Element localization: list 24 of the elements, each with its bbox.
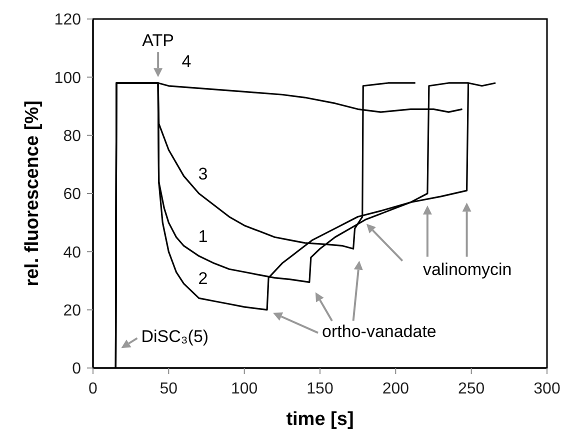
y-tick-label: 40 <box>63 244 82 262</box>
x-axis-title: time [s] <box>286 409 354 430</box>
series-label: 2 <box>198 269 208 288</box>
series-label: 4 <box>182 52 192 71</box>
series-label: 3 <box>198 164 208 184</box>
x-tick-label: 200 <box>382 380 410 398</box>
y-axis-title: rel. fluorescence [%] <box>22 100 43 286</box>
x-tick-label: 150 <box>306 380 334 398</box>
x-tick-label: 250 <box>458 380 485 398</box>
y-tick-label: 20 <box>63 302 82 320</box>
x-tick-label: 0 <box>88 380 98 398</box>
x-tick-label: 300 <box>534 380 560 398</box>
x-tick-label: 100 <box>230 380 258 398</box>
y-tick-label: 100 <box>54 70 82 87</box>
y-tick-label: 60 <box>63 186 82 204</box>
annotation: ortho-vanadate <box>322 322 436 341</box>
series-label: 1 <box>198 227 208 246</box>
annotation: valinomycin <box>422 260 512 279</box>
annotation: ATP <box>142 31 174 50</box>
x-tick-label: 50 <box>160 380 178 398</box>
annotation: DiSC₃(5) <box>141 327 209 346</box>
y-tick-label: 80 <box>63 128 82 146</box>
y-tick-label: 120 <box>54 12 82 29</box>
y-tick-label: 0 <box>72 360 82 378</box>
